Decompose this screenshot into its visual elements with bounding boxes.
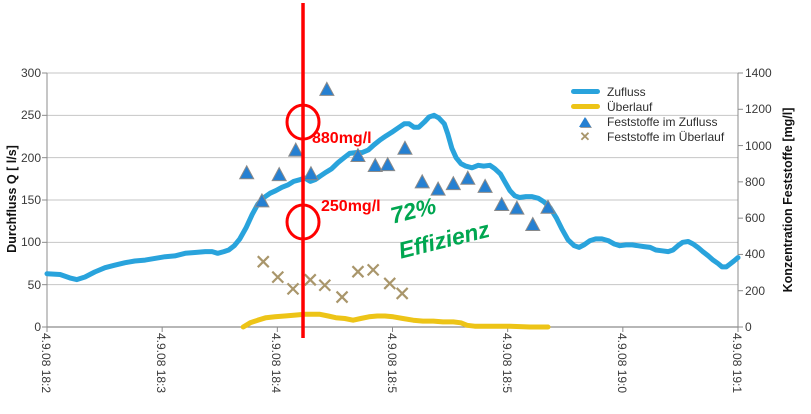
triangle-marker (414, 173, 431, 189)
x-marker-icon: ✕ (579, 129, 591, 144)
triangle-marker (367, 157, 384, 173)
x-marker (303, 273, 317, 287)
left-axis-tick-label: 0 (34, 320, 41, 334)
triangle-marker (319, 81, 335, 96)
x-axis-tick-label: 4.9.08 19:1 (730, 333, 744, 394)
triangle-marker (524, 216, 541, 231)
triangle-marker-icon (568, 116, 602, 127)
legend-item-zufluss: Zufluss (568, 84, 724, 99)
x-marker (366, 263, 380, 277)
annotation-inflow-concentration: 880mg/l (312, 130, 372, 147)
right-axis-tick-label: 1200 (745, 102, 772, 117)
triangle-marker (540, 199, 556, 214)
x-marker (383, 277, 397, 290)
legend-item-feststoffe-zufluss: Feststoffe im Zufluss (568, 114, 724, 129)
left-axis-tick-label: 200 (20, 150, 41, 165)
x-axis-tick-label: 4.9.08 19:0 (614, 333, 629, 394)
x-axis-tick-label: 4.9.08 18:5 (384, 333, 399, 394)
left-axis-tick-label: 100 (20, 235, 41, 250)
legend: Zufluss Überlauf Feststoffe im Zufluss ✕… (568, 84, 724, 144)
right-axis-tick-label: 1000 (745, 138, 772, 153)
left-axis-tick-label: 150 (20, 193, 41, 207)
left-axis-tick-label: 50 (27, 277, 41, 292)
triangle-marker (350, 147, 366, 163)
x-marker (286, 282, 300, 296)
right-axis-tick-label: 200 (745, 283, 766, 298)
x-axis-tick-label: 4.9.08 18:2 (39, 333, 53, 394)
series-line-ueberlauf (240, 311, 551, 330)
triangle-marker (303, 165, 319, 181)
triangle-marker (379, 156, 396, 172)
x-marker (257, 255, 270, 268)
triangle-marker (271, 166, 288, 182)
red-circle-inflow (285, 103, 321, 141)
triangle-marker (254, 192, 270, 208)
x-axis-tick-label: 4.9.08 18:4 (269, 333, 284, 394)
triangle-marker (493, 196, 510, 212)
left-axis-tick-label: 300 (20, 66, 41, 80)
left-axis-tick-label: 250 (20, 108, 41, 123)
triangle-marker (477, 178, 493, 193)
x-marker (351, 265, 365, 278)
right-axis-tick-label: 0 (745, 320, 752, 334)
legend-item-feststoffe-ueberlauf: ✕ Feststoffe im Überlauf (568, 129, 725, 144)
triangle-marker (287, 142, 304, 157)
legend-label: Feststoffe im Überlauf (607, 129, 725, 144)
x-marker (335, 290, 349, 304)
legend-label: Überlauf (607, 99, 653, 114)
triangle-marker (397, 140, 413, 155)
right-axis-tick-label: 600 (745, 211, 766, 226)
legend-label: Feststoffe im Zufluss (607, 114, 718, 129)
x-marker (395, 287, 409, 300)
annotation-overflow-concentration: 250mg/l (321, 198, 381, 215)
red-circle-overflow (285, 203, 321, 241)
inflow-line-swatch (568, 89, 602, 94)
series-line-zufluss (44, 112, 741, 283)
triangle-marker (445, 175, 462, 191)
triangle-marker (238, 164, 255, 180)
overflow-line-swatch (568, 104, 602, 109)
triangle-marker (430, 181, 446, 196)
x-axis-tick-label: 4.9.08 18:3 (154, 333, 169, 394)
legend-item-ueberlauf: Überlauf (568, 99, 724, 114)
right-axis-tick-label: 400 (745, 247, 766, 262)
right-axis-tick-label: 800 (745, 174, 766, 189)
triangle-marker (509, 200, 525, 215)
x-marker (318, 278, 332, 292)
right-axis-tick-label: 1400 (745, 66, 772, 80)
triangle-marker (459, 170, 476, 185)
x-axis-tick-label: 4.9.08 18:5 (499, 333, 514, 394)
legend-label: Zufluss (607, 84, 646, 99)
x-marker (271, 270, 285, 284)
